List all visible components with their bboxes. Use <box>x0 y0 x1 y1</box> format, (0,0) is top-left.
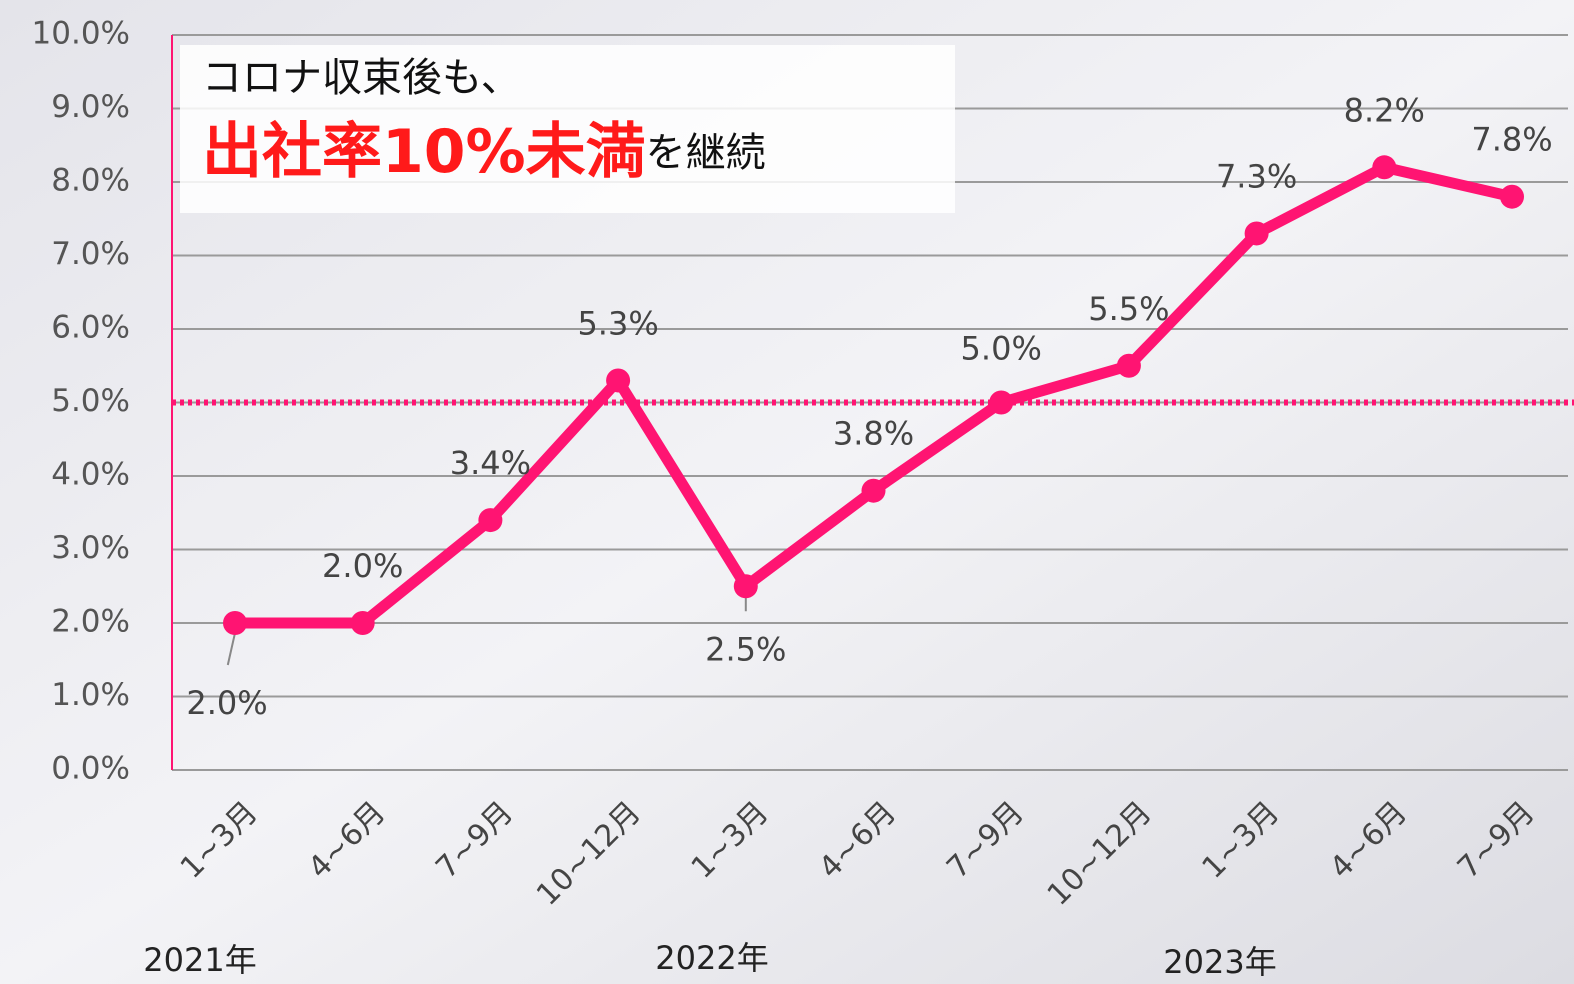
title-box <box>180 45 955 213</box>
point <box>606 368 631 393</box>
point <box>989 390 1014 415</box>
group-label: 2021年 <box>143 941 256 979</box>
data-label: 8.2% <box>1344 91 1425 129</box>
title-suffix: を継続 <box>646 130 766 176</box>
group-label: 2023年 <box>1163 943 1276 981</box>
data-label: 5.5% <box>1088 290 1169 328</box>
y-tick-label: 1.0% <box>51 677 130 713</box>
group-label: 2022年 <box>655 939 768 977</box>
point <box>1500 184 1524 209</box>
data-label: 7.3% <box>1216 157 1297 195</box>
data-label: 5.0% <box>961 330 1042 368</box>
y-tick-label: 0.0% <box>51 751 130 787</box>
data-label: 2.0% <box>322 547 403 585</box>
title-line-1: コロナ収束後も、 <box>202 55 521 101</box>
y-tick-label: 2.0% <box>51 604 130 640</box>
point <box>478 508 503 533</box>
point <box>223 611 247 635</box>
data-label: 2.0% <box>186 684 267 722</box>
y-tick-label: 3.0% <box>51 530 130 566</box>
data-label: 3.8% <box>833 415 914 453</box>
point <box>1372 155 1397 180</box>
data-label: 7.8% <box>1471 121 1552 159</box>
data-label: 2.5% <box>705 630 786 668</box>
y-tick-label: 4.0% <box>51 457 130 493</box>
title-line-2: 出社率10%未満を継続 <box>202 117 766 187</box>
y-tick-label: 8.0% <box>51 163 130 199</box>
data-label: 3.4% <box>450 444 531 482</box>
data-label: 5.3% <box>577 304 658 342</box>
point <box>1244 221 1269 246</box>
point <box>733 574 758 599</box>
title-emphasis: 出社率10%未満 <box>202 117 646 187</box>
y-tick-label: 10.0% <box>32 16 130 52</box>
y-tick-label: 7.0% <box>51 236 130 272</box>
point <box>861 478 886 503</box>
point <box>350 611 375 635</box>
leader-line <box>226 632 236 666</box>
point <box>1116 353 1141 378</box>
y-tick-label: 6.0% <box>51 310 130 346</box>
y-tick-label: 5.0% <box>51 383 130 419</box>
y-tick-label: 9.0% <box>51 89 130 125</box>
